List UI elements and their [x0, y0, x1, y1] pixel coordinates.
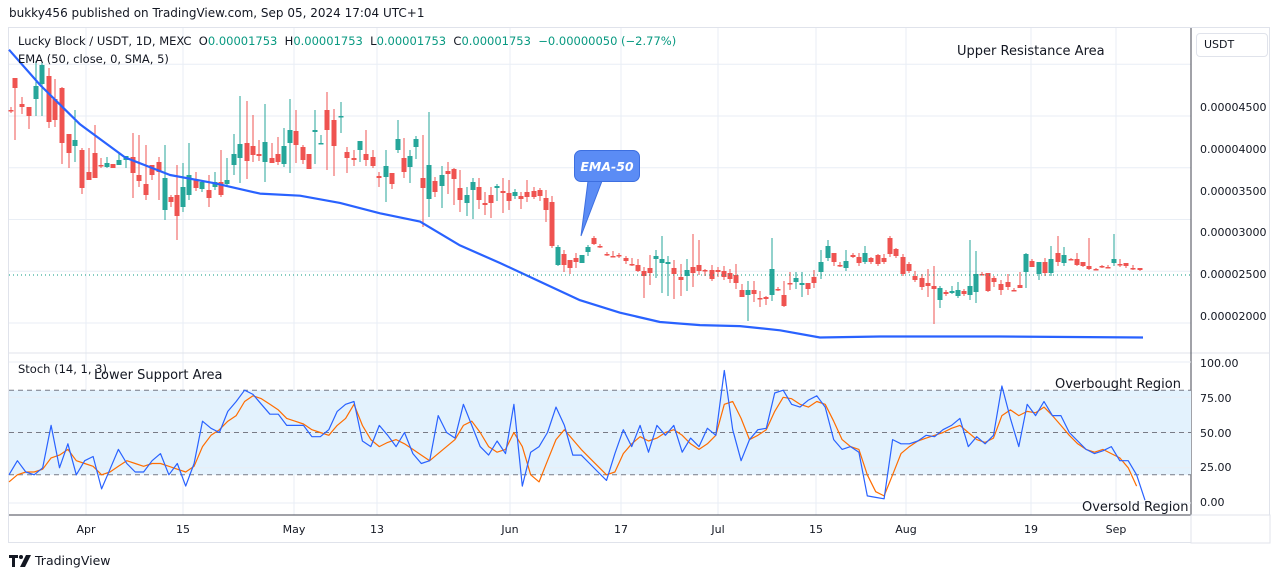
- oversold-label: Oversold Region: [1082, 500, 1189, 515]
- price-tick: 0.00002500: [1200, 268, 1267, 281]
- overbought-label: Overbought Region: [1055, 377, 1181, 392]
- time-tick: 19: [1024, 523, 1038, 536]
- symbol-legend: Lucky Block / USDT, 1D, MEXC O0.00001753…: [18, 34, 676, 48]
- low-value: 0.00001753: [376, 34, 447, 48]
- upper-resistance-label: Upper Resistance Area: [957, 44, 1105, 59]
- currency-button[interactable]: USDT: [1196, 33, 1268, 57]
- time-tick: Aug: [895, 523, 917, 536]
- close-label: C: [453, 34, 462, 48]
- time-tick: Sep: [1105, 523, 1127, 536]
- high-value: 0.00001753: [293, 34, 363, 48]
- price-tick: 0.00002000: [1200, 310, 1267, 323]
- stoch-legend[interactable]: Stoch (14, 1, 3): [18, 362, 107, 376]
- low-label: L: [370, 34, 377, 48]
- close-value: 0.00001753: [461, 34, 531, 48]
- stoch-tick: 25.00: [1200, 461, 1232, 474]
- time-tick: May: [282, 523, 306, 536]
- price-tick: 0.00003000: [1200, 226, 1267, 239]
- time-tick: Apr: [76, 523, 96, 536]
- price-tick: 0.00003500: [1200, 185, 1267, 198]
- time-tick: 15: [809, 523, 823, 536]
- change-value: −0.00000050 (−2.77%): [538, 34, 677, 48]
- tradingview-logo[interactable]: TradingView: [9, 553, 111, 568]
- tradingview-logo-icon: [9, 554, 31, 567]
- stoch-tick: 75.00: [1200, 392, 1232, 405]
- stoch-tick: 0.00: [1200, 496, 1225, 509]
- time-tick: 13: [370, 523, 384, 536]
- symbol-title[interactable]: Lucky Block / USDT, 1D, MEXC: [18, 34, 192, 48]
- ema-legend[interactable]: EMA (50, close, 0, SMA, 5): [18, 52, 169, 66]
- time-tick: 15: [176, 523, 190, 536]
- tradingview-brand: TradingView: [35, 553, 111, 568]
- high-label: H: [284, 34, 294, 48]
- published-line: bukky456 published on TradingView.com, S…: [9, 6, 425, 20]
- time-tick: 17: [614, 523, 628, 536]
- time-tick: Jul: [711, 523, 725, 536]
- ema-50-callout: EMA-50: [574, 150, 640, 182]
- price-tick: 0.00004500: [1200, 101, 1267, 114]
- open-value: 0.00001753: [207, 34, 278, 48]
- lower-support-label: Lower Support Area: [94, 368, 223, 383]
- time-tick: Jun: [501, 523, 519, 536]
- chart-frame: [8, 27, 1270, 543]
- stoch-tick: 50.00: [1200, 427, 1232, 440]
- price-tick: 0.00004000: [1200, 143, 1267, 156]
- stoch-tick: 100.00: [1200, 357, 1239, 370]
- open-label: O: [198, 34, 208, 48]
